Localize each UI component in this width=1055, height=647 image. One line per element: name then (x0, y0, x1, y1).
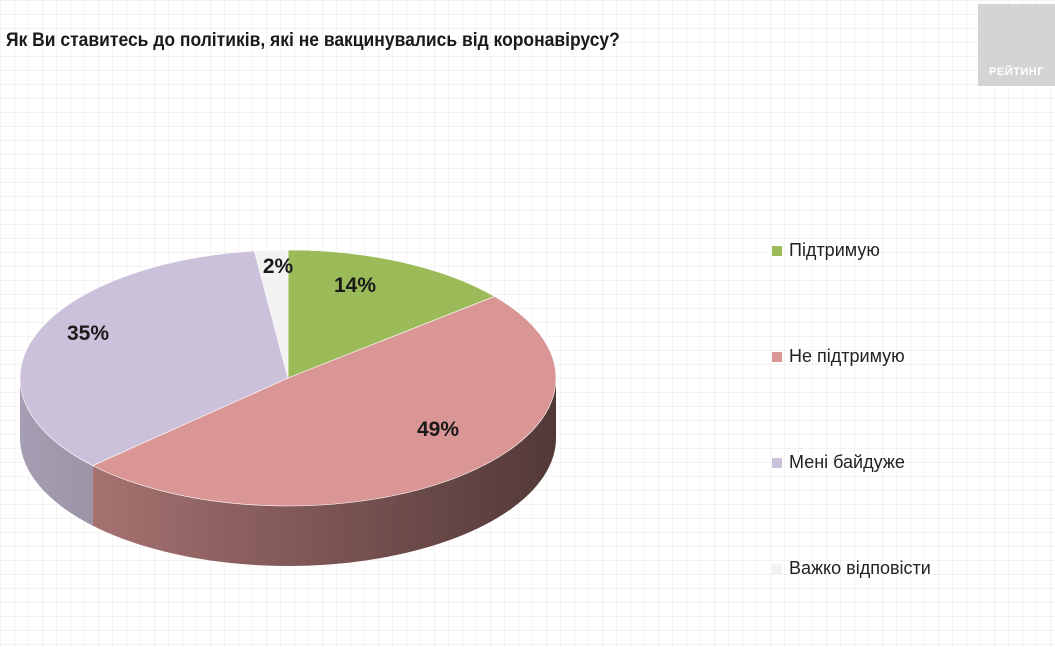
pie-side-не-підтримую (92, 378, 556, 566)
data-label-важко-відповісти: 2% (263, 255, 294, 278)
pie-slice-мені-байдуже (19, 250, 289, 466)
legend-swatch-pidtrymuiu (772, 246, 782, 256)
data-label-мені-байдуже: 35% (67, 322, 109, 345)
pie-data-labels: 14% 49% 35% 2% (67, 255, 459, 441)
pie-sides (20, 378, 556, 566)
pie-slice-важко-відповісти (254, 249, 289, 379)
legend-label: Мені байдуже (789, 452, 905, 472)
legend-label: Не підтримую (789, 346, 905, 366)
legend-swatch-ne-pidtrymuiu (772, 352, 782, 362)
data-label-підтримую: 14% (334, 274, 376, 297)
legend-swatch-vazhko-vidpovisty (772, 564, 782, 574)
chart-title: Як Ви ставитесь до політиків, які не вак… (6, 30, 620, 51)
legend-label: Важко відповісти (789, 558, 931, 578)
legend-label: Підтримую (789, 240, 880, 260)
legend-swatch-meni-baiduzhe (772, 458, 782, 468)
brand-logo: РЕЙТИНГ (978, 4, 1055, 86)
pie-slice-не-підтримую (91, 296, 557, 507)
brand-logo-text: РЕЙТИНГ (989, 66, 1044, 78)
pie-side-мені-байдуже (20, 378, 93, 526)
pie-slice-підтримую (287, 249, 496, 379)
pie-slices (19, 249, 557, 507)
data-label-не-підтримую: 49% (417, 418, 459, 441)
